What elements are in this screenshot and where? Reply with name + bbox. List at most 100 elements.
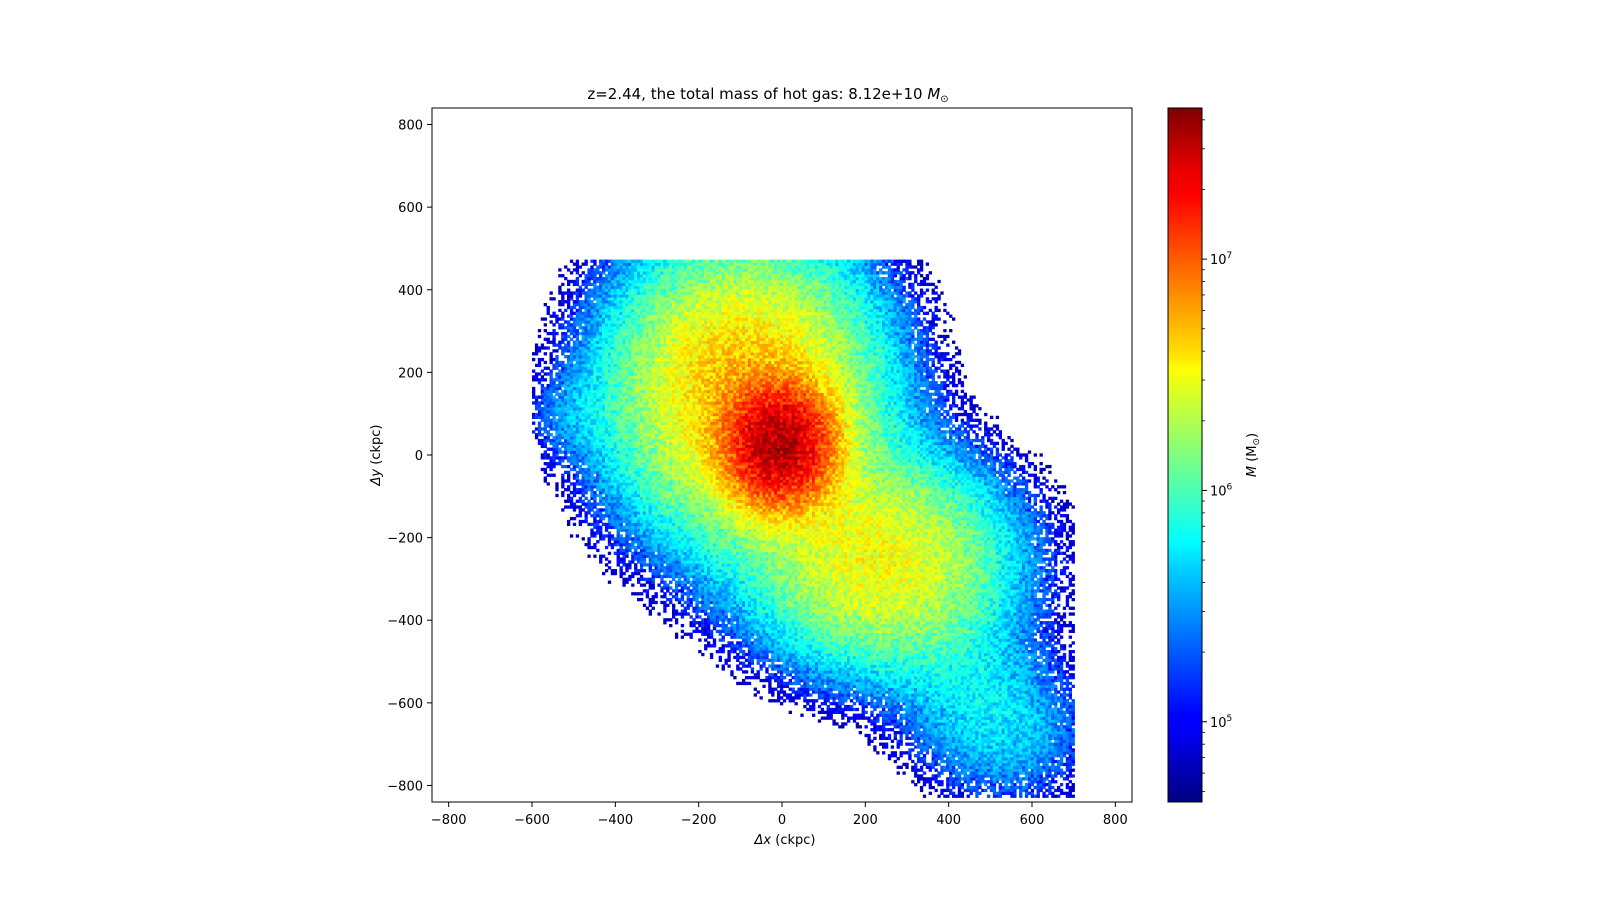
heatmap-cell [806,635,810,639]
heatmap-cell [966,756,970,761]
heatmap-cell [1051,670,1055,674]
heatmap-cell [931,684,935,688]
heatmap-cell [817,641,822,645]
heatmap-cell [762,638,766,642]
heatmap-cell [800,655,804,660]
heatmap-cell [969,777,973,781]
heatmap-cell [981,728,985,732]
heatmap-cell [914,702,918,706]
heatmap-cell [1019,742,1023,746]
heatmap-cell [954,673,959,677]
heatmap-cell [975,647,979,651]
heatmap-cell [957,623,962,628]
heatmap-cell [1013,693,1017,697]
heatmap-cell [1071,762,1075,767]
heatmap-cell [1039,754,1043,758]
heatmap-cell [698,638,702,642]
heatmap-cell [919,716,924,720]
heatmap-cell [844,681,848,686]
heatmap-cell [1048,774,1052,778]
heatmap-cell [925,699,930,703]
heatmap-cell [984,623,988,628]
heatmap-cell [765,621,769,625]
heatmap-cell [873,725,877,729]
heatmap-cell [800,629,804,634]
heatmap-cell [992,713,997,717]
heatmap-cell [917,704,921,709]
heatmap-cell [733,635,737,639]
heatmap-cell [981,704,985,709]
heatmap-cell [890,707,895,712]
heatmap-cell [972,647,976,651]
heatmap-cell [695,621,699,625]
heatmap-cell [1024,635,1029,639]
heatmap-cell [931,722,935,726]
heatmap-cell [981,629,985,634]
heatmap-cell [952,621,956,625]
heatmap-cell [832,652,836,657]
heatmap-cell [870,623,874,628]
heatmap-cell [1024,638,1029,642]
heatmap-cell [858,690,862,694]
heatmap-cell [919,777,924,781]
heatmap-cell [884,673,889,677]
heatmap-cell [692,629,696,634]
heatmap-cell [867,739,871,743]
heatmap-cell [1036,719,1040,723]
heatmap-cell [995,719,1000,723]
heatmap-cell [826,713,830,717]
heatmap-cell [925,678,930,683]
heatmap-cell [829,664,833,668]
heatmap-cell [928,704,932,709]
heatmap-cell [972,771,976,775]
heatmap-cell [1051,693,1055,697]
heatmap-cell [987,626,991,631]
heatmap-cell [917,661,921,665]
heatmap-cell [879,693,883,697]
heatmap-cell [975,661,979,665]
heatmap-cell [963,722,967,726]
heatmap-cell [998,696,1002,700]
heatmap-cell [879,702,883,706]
heatmap-cell [1036,623,1040,628]
heatmap-cell [1016,658,1020,662]
heatmap-cell [829,658,833,662]
heatmap-cell [899,629,903,634]
heatmap-cell [1033,774,1037,778]
heatmap-cell [978,655,982,660]
heatmap-cell [774,678,778,683]
heatmap-cell [1004,716,1008,720]
heatmap-cell [847,649,851,654]
heatmap-cell [954,736,959,741]
heatmap-cell [998,652,1002,657]
heatmap-cell [893,759,897,764]
heatmap-cell [1062,673,1067,677]
heatmap-cell [814,644,819,648]
heatmap-cell [992,649,997,654]
heatmap-cell [1013,710,1017,715]
heatmap-cell [981,638,985,642]
heatmap-cell [963,676,967,680]
heatmap-cell [1059,762,1064,767]
heatmap-cell [847,635,851,639]
heatmap-cell [1004,673,1008,677]
heatmap-cell [768,658,772,662]
heatmap-cell [1004,644,1008,648]
heatmap-cell [1030,774,1035,778]
heatmap-cell [981,788,985,793]
heatmap-cell [972,693,976,697]
heatmap-cell [995,623,1000,628]
heatmap-cell [931,632,935,636]
heatmap-cell [1027,629,1032,634]
heatmap-cell [1042,783,1046,787]
heatmap-cell [899,696,903,700]
heatmap-cell [1057,759,1061,764]
heatmap-cell [1036,768,1040,772]
heatmap-cell [978,748,982,752]
heatmap-cell [803,623,807,628]
heatmap-cell [922,635,927,639]
heatmap-cell [788,661,792,665]
heatmap-cell [1030,759,1035,764]
heatmap-cell [873,621,877,625]
heatmap-cell [867,647,871,651]
